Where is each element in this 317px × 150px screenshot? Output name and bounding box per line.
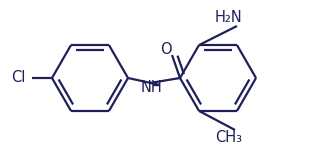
Text: CH₃: CH₃ — [216, 130, 243, 146]
Text: Cl: Cl — [11, 70, 25, 86]
Text: H₂N: H₂N — [215, 11, 243, 26]
Text: NH: NH — [141, 80, 163, 94]
Text: O: O — [160, 42, 172, 57]
